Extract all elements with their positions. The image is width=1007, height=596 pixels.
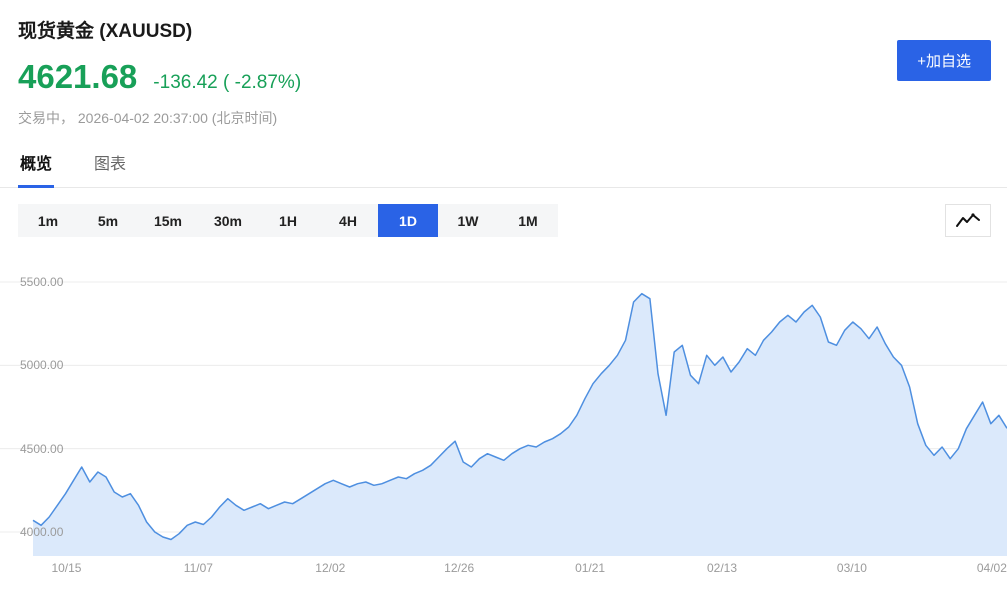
timeframe-1w[interactable]: 1W [438,204,498,237]
timeframe-group: 1m 5m 15m 30m 1H 4H 1D 1W 1M [18,204,558,237]
trading-status: 交易中， 2026-04-02 20:37:00 (北京时间) [18,110,278,126]
timeframe-1d[interactable]: 1D [378,204,438,237]
y-axis-label: 5000.00 [20,358,64,373]
tab-overview[interactable]: 概览 [18,144,55,188]
price-row: 4621.68 -136.42 ( -2.87%) [18,58,989,96]
chart-area-fill [33,293,1007,556]
x-axis: 10/15 11/07 12/02 12/26 01/21 02/13 03/10 04/02 [0,557,1007,581]
timeframe-15m[interactable]: 15m [138,204,198,237]
page-title: 现货黄金 (XAUUSD) [18,21,193,42]
timeframe-1m[interactable]: 1M [498,204,558,237]
current-price: 4621.68 [18,58,138,95]
chart-plot[interactable] [0,251,1007,556]
chart-type-toggle[interactable] [945,204,991,237]
x-axis-label: 12/26 [444,561,475,575]
timeframe-4h[interactable]: 4H [318,204,378,237]
x-axis-label: 10/15 [51,561,82,575]
timeframe-1h[interactable]: 1H [258,204,318,237]
chart-toolbar: 1m 5m 15m 30m 1H 4H 1D 1W 1M [18,204,991,237]
y-axis-label: 4500.00 [20,441,64,456]
timeframe-30m[interactable]: 30m [198,204,258,237]
quote-header: 现货黄金 (XAUUSD) 4621.68 -136.42 ( -2.87%) … [0,0,1007,128]
y-axis-label: 4000.00 [20,525,64,539]
x-axis-label: 12/02 [315,561,346,575]
y-axis-label: 5500.00 [20,275,64,289]
price-change: -136.42 ( -2.87%) [153,72,302,93]
x-axis-label: 04/02 [976,561,1007,575]
x-axis-label: 01/21 [575,561,606,575]
chart-price-line [32,292,1007,541]
timeframe-5m[interactable]: 5m [78,204,138,237]
x-axis-label: 03/10 [836,561,867,575]
x-axis-label: 02/13 [707,561,738,575]
tab-chart[interactable]: 图表 [94,156,127,173]
line-chart-icon [956,212,980,227]
add-watchlist-button[interactable]: +加自选 [897,40,991,81]
price-area-chart[interactable]: 4000.00 4500.00 5000.00 5500.00 10/15 11/07 1… [0,251,1007,587]
timeframe-1m[interactable]: 1m [18,204,78,237]
x-axis-label: 11/07 [183,561,213,575]
tab-bar: 概览 图表 [0,144,1007,188]
